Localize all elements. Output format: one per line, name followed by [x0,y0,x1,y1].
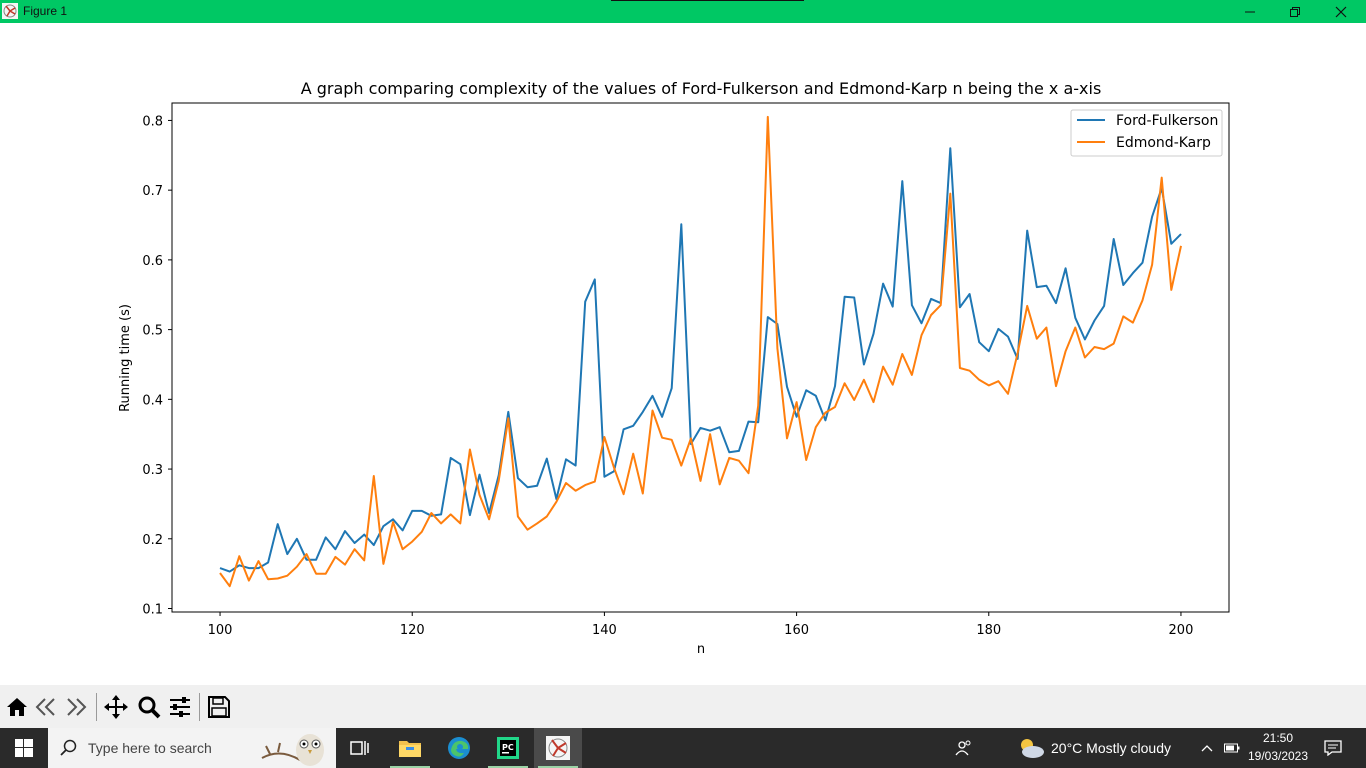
people-button[interactable] [940,728,988,768]
line-chart: A graph comparing complexity of the valu… [118,79,1230,657]
svg-text:PC: PC [502,743,514,752]
zoom-button[interactable] [135,693,163,721]
pycharm-icon: PC [497,737,519,759]
people-icon [955,740,971,756]
home-icon [7,698,27,716]
legend-label-ford-fulkerson: Ford-Fulkerson [1116,113,1218,129]
legend-frame [1070,109,1223,157]
weather-cloudy-icon [1021,739,1044,758]
restore-button[interactable] [1272,0,1318,23]
titlebar-indicator [611,0,804,1]
back-arrow-icon [35,698,55,716]
pan-button[interactable] [102,693,130,721]
close-button[interactable] [1318,0,1364,23]
x-tick-label: 180 [976,623,1001,638]
weather-text[interactable]: 20°C Mostly cloudy [1051,740,1171,756]
task-view-button[interactable] [336,728,384,768]
windows-logo-icon [15,739,33,757]
y-tick-label: 0.4 [142,393,163,408]
show-hidden-icons-button[interactable] [1195,728,1219,768]
x-tick-label: 100 [208,623,233,638]
window-title: Figure 1 [23,4,68,18]
navigation-toolbar [0,685,1366,728]
taskbar-matplotlib-figure[interactable] [534,728,582,768]
y-tick-label: 0.3 [142,463,163,478]
x-tick-label: 200 [1169,623,1194,638]
y-tick-label: 0.1 [142,603,163,618]
y-tick-label: 0.7 [142,184,163,199]
running-indicator [538,766,578,768]
configure-subplots-icon [170,697,190,717]
toolbar-separator [96,693,97,721]
figure-canvas[interactable]: A graph comparing complexity of the valu… [0,23,1366,685]
x-axis-label: n [697,642,705,657]
windows-taskbar: Type here to search PC 20°C Mostly cloud… [0,728,1366,768]
y-tick-label: 0.6 [142,254,163,269]
x-tick-label: 120 [400,623,425,638]
home-button[interactable] [3,693,31,721]
save-button[interactable] [205,693,233,721]
battery-icon [1224,743,1240,753]
minimize-button[interactable] [1227,0,1273,23]
back-button[interactable] [32,693,60,721]
taskbar-file-explorer[interactable] [386,728,434,768]
minimize-icon [1245,11,1255,12]
legend-label-edmond-karp: Edmond-Karp [1116,135,1211,151]
forward-arrow-icon [67,698,87,716]
window-titlebar[interactable]: Figure 1 [0,0,1366,23]
x-tick-label: 140 [592,623,617,638]
x-tick-label: 160 [784,623,809,638]
configure-subplots-button[interactable] [166,693,194,721]
taskbar-edge[interactable] [435,728,483,768]
chart-legend: Ford-Fulkerson Edmond-Karp [1070,109,1223,157]
running-indicator [488,766,528,768]
series-line-edmond-karp [219,115,1182,588]
chevron-up-icon [1201,745,1213,752]
y-tick-label: 0.2 [142,533,163,548]
plot-area-frame [171,102,1230,613]
matplotlib-figure-icon [546,736,570,760]
start-button[interactable] [0,728,48,768]
battery-button[interactable] [1220,728,1244,768]
edge-browser-icon [448,737,470,759]
taskbar-pycharm[interactable]: PC [484,728,532,768]
restore-icon [1290,6,1300,17]
owl-search-highlight-icon [261,734,324,766]
task-view-icon [350,741,369,755]
matplotlib-figure-icon [2,3,18,19]
file-explorer-icon [399,741,421,757]
forward-button[interactable] [62,693,90,721]
notifications-icon [1324,740,1342,756]
y-axis-label: Running time (s) [118,304,133,412]
search-icon [60,739,77,756]
clock-time[interactable]: 21:50 [1262,731,1294,745]
save-floppy-icon [208,696,230,718]
search-placeholder: Type here to search [88,740,212,756]
running-indicator [390,766,430,768]
action-center-button[interactable] [1310,728,1356,768]
y-tick-label: 0.5 [142,324,163,339]
pan-move-icon [104,695,128,719]
taskbar-search-box[interactable]: Type here to search [48,728,336,768]
zoom-magnifier-icon [138,696,161,719]
y-tick-label: 0.8 [142,114,163,129]
clock-date[interactable]: 19/03/2023 [1247,749,1309,763]
toolbar-separator [199,693,200,721]
chart-title: A graph comparing complexity of the valu… [301,79,1102,98]
series-line-ford-fulkerson [219,147,1182,573]
close-icon [1335,6,1347,17]
